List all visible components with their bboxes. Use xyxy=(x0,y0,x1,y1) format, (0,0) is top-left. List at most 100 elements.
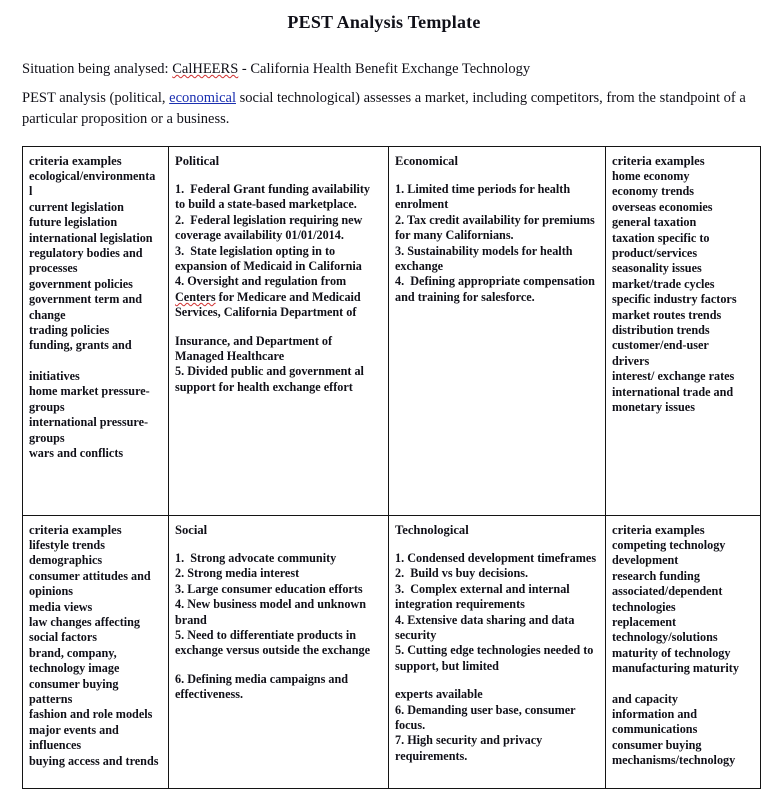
criteria-list-social: lifestyle trends demographics consumer att… xyxy=(29,538,163,769)
description-part-2: social technological) assesses a market,… xyxy=(22,90,746,127)
cell-heading: Technological xyxy=(395,523,469,537)
list-item: market/trade cycles xyxy=(612,276,715,291)
table-row-political-economical: criteria examples ecological/environment… xyxy=(22,146,761,516)
table-row-social-technological: criteria examples lifestyle trends demogr… xyxy=(22,515,761,789)
cell-criteria-social: criteria examples lifestyle trends demogr… xyxy=(22,515,169,789)
list-item: drivers xyxy=(612,353,650,368)
cell-social: Social 1. Strong advocate community 2. S… xyxy=(168,515,389,789)
list-item xyxy=(612,677,755,692)
list-item: future legislation xyxy=(29,215,118,230)
cell-political: Political 1. Federal Grant funding avail… xyxy=(168,146,389,516)
list-item: and capacity xyxy=(612,691,679,706)
list-item: research funding xyxy=(612,568,700,583)
list-item: social factors xyxy=(29,630,98,645)
list-item: communications xyxy=(612,722,698,737)
list-item: competing technology xyxy=(612,538,726,552)
list-item: wars and conflicts xyxy=(29,445,124,460)
list-item: lifestyle trends xyxy=(29,538,105,552)
intro-block: Situation being analysed: CalHEERS - Cal… xyxy=(0,59,768,130)
list-item: manufacturing maturity xyxy=(612,661,739,676)
cell-heading: Political xyxy=(175,154,220,168)
list-item: consumer attitudes and xyxy=(29,568,151,583)
situation-label: Situation being analysed: xyxy=(22,61,169,77)
list-item: influences xyxy=(29,738,82,753)
list-item: mechanisms/technology xyxy=(612,753,736,768)
list-item xyxy=(29,354,163,369)
list-item: initiatives xyxy=(29,368,80,383)
list-item: maturity of technology xyxy=(612,645,731,660)
list-item: customer/end-user xyxy=(612,338,709,353)
centers-spellcheck-word: Centers xyxy=(175,289,216,304)
situation-subject: CalHEERS xyxy=(172,61,239,77)
list-item: groups xyxy=(29,399,65,414)
list-item: change xyxy=(29,307,66,322)
list-item: international legislation xyxy=(29,230,153,245)
list-item: opinions xyxy=(29,584,74,599)
cell-heading: Social xyxy=(175,523,208,537)
list-item: international pressure- xyxy=(29,415,149,430)
list-item: seasonality issues xyxy=(612,261,702,276)
list-item: fashion and role models xyxy=(29,707,153,722)
list-item: law changes affecting xyxy=(29,615,141,630)
list-item: consumer buying xyxy=(612,737,702,752)
cell-criteria-economical: criteria examples home economy economy tr… xyxy=(605,146,761,516)
list-item: brand, company, xyxy=(29,645,117,660)
criteria-list-political: ecological/environmenta l current legislat… xyxy=(29,169,163,461)
list-item: groups xyxy=(29,430,65,445)
list-item: monetary issues xyxy=(612,400,695,415)
list-item: ecological/environmenta xyxy=(29,169,156,183)
economical-body: 1. Limited time periods for health enrol… xyxy=(395,182,595,304)
cell-technological: Technological 1. Condensed development t… xyxy=(388,515,606,789)
criteria-list-economical: home economy economy trends overseas econo… xyxy=(612,169,755,416)
list-item: product/services xyxy=(612,246,698,261)
cell-criteria-technological: criteria examples competing technology de… xyxy=(605,515,761,789)
pest-analysis-table: criteria examples ecological/environment… xyxy=(22,146,761,789)
list-item: technologies xyxy=(612,599,676,614)
list-item: government term and xyxy=(29,292,143,307)
list-item: information and xyxy=(612,707,697,722)
list-item: demographics xyxy=(29,553,103,568)
list-item: home economy xyxy=(612,169,690,183)
list-item: consumer buying xyxy=(29,676,119,691)
list-item: development xyxy=(612,553,679,568)
list-item: technology image xyxy=(29,661,120,676)
political-body-part-1: 1. Federal Grant funding availability to… xyxy=(175,182,383,321)
political-text-mid: for Medicare and Medicaid Services, Cali… xyxy=(175,289,364,320)
list-item: taxation specific to xyxy=(612,230,710,245)
list-item: economy trends xyxy=(612,184,695,199)
list-item: patterns xyxy=(29,692,73,707)
political-text-before: 1. Federal Grant funding availability to… xyxy=(175,182,371,289)
list-item: international trade and xyxy=(612,384,734,399)
cell-heading: Economical xyxy=(395,154,458,168)
list-item: current legislation xyxy=(29,199,124,214)
list-item: technology/solutions xyxy=(612,630,718,645)
cell-criteria-political: criteria examples ecological/environment… xyxy=(22,146,169,516)
list-item: government policies xyxy=(29,276,133,291)
page-title: PEST Analysis Template xyxy=(287,12,481,32)
list-item: trading policies xyxy=(29,323,110,338)
cell-heading: criteria examples xyxy=(29,523,122,537)
technological-body-part-2: experts available 6. Demanding user base… xyxy=(395,687,576,763)
list-item: buying access and trends xyxy=(29,753,159,768)
list-item: regulatory bodies and xyxy=(29,246,143,261)
description-part-1: PEST analysis (political, xyxy=(22,90,170,106)
list-item: l xyxy=(29,184,33,199)
list-item: media views xyxy=(29,599,93,614)
criteria-list-technological: competing technology development research … xyxy=(612,538,755,769)
cell-heading: criteria examples xyxy=(612,523,705,537)
list-item: replacement xyxy=(612,615,677,630)
description-line: PEST analysis (political, economical soc… xyxy=(22,88,746,130)
cell-economical: Economical 1. Limited time periods for h… xyxy=(388,146,606,516)
list-item: associated/dependent xyxy=(612,584,723,599)
list-item: major events and xyxy=(29,722,119,737)
social-body-part-1: 1. Strong advocate community 2. Strong m… xyxy=(175,551,370,658)
list-item: home market pressure- xyxy=(29,384,150,399)
situation-line: Situation being analysed: CalHEERS - Cal… xyxy=(22,59,746,80)
cell-heading: criteria examples xyxy=(612,154,705,168)
social-body-part-2: 6. Defining media campaigns and effectiv… xyxy=(175,671,352,702)
economical-hyperlink[interactable]: economical xyxy=(169,90,236,106)
list-item: market routes trends xyxy=(612,307,722,322)
list-item: distribution trends xyxy=(612,323,710,338)
list-item: overseas economies xyxy=(612,199,713,214)
document-page: PEST Analysis Template Situation being a… xyxy=(0,12,768,789)
